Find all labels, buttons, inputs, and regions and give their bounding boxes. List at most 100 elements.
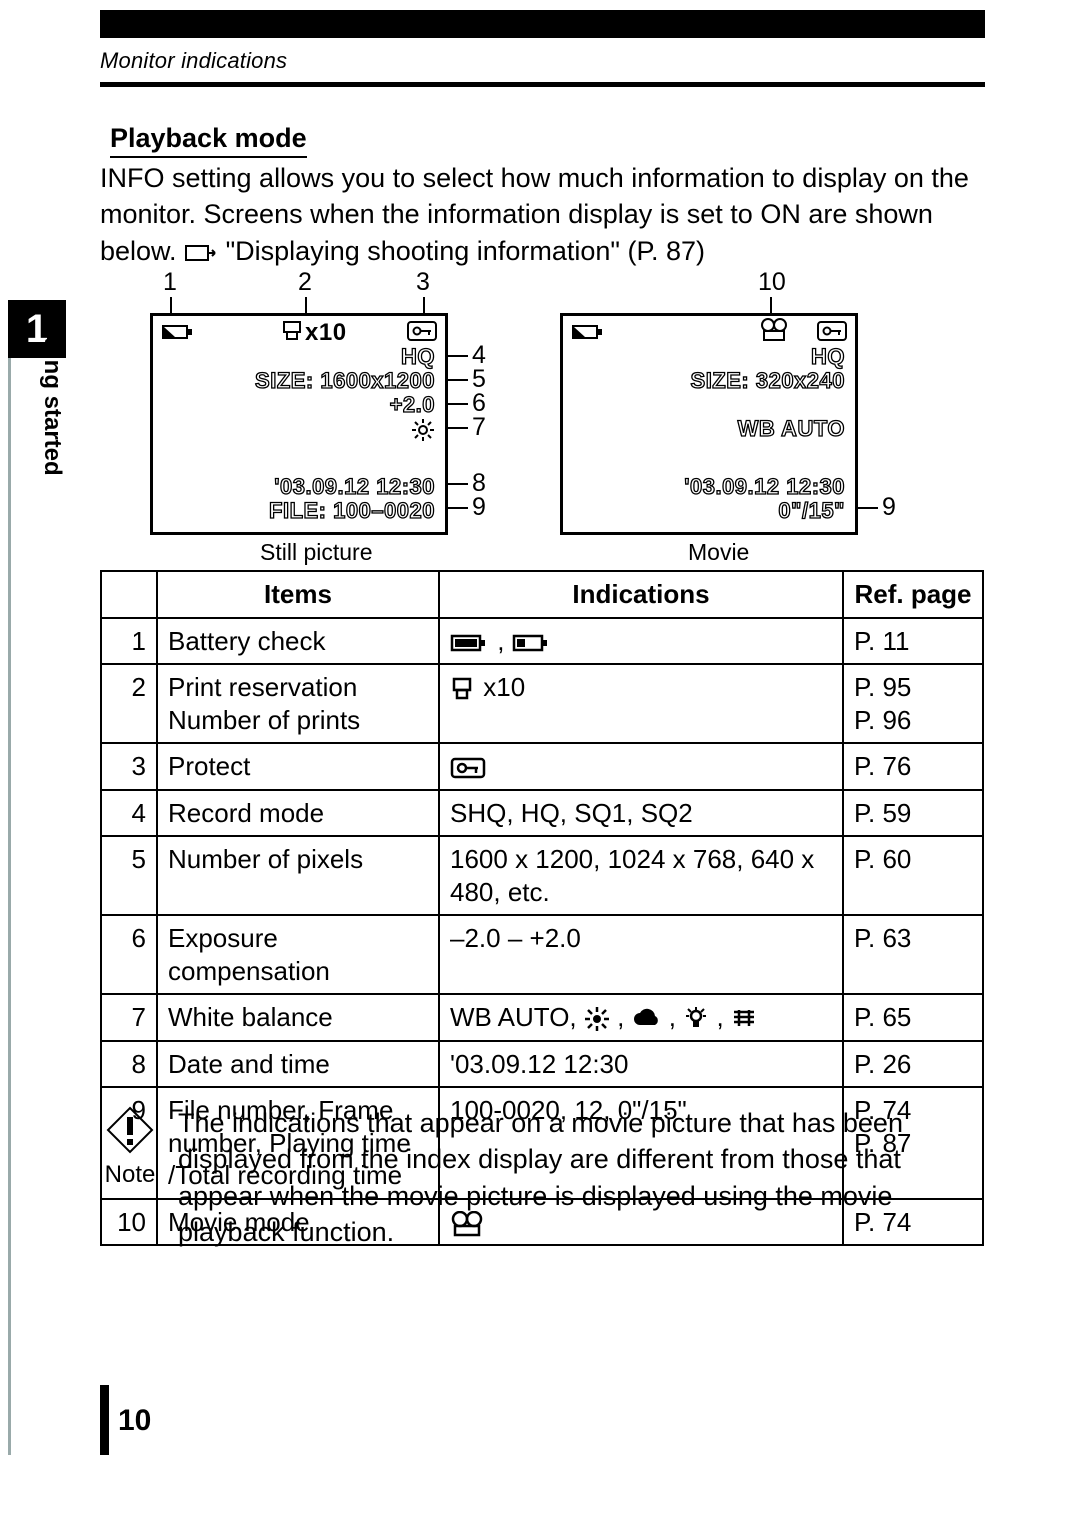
row-ref: P. 60 [843,836,983,915]
table-row: 5 Number of pixels 1600 x 1200, 1024 x 7… [101,836,983,915]
wb-cloud-icon [632,1008,662,1030]
table-row: 4 Record mode SHQ, HQ, SQ1, SQ2 P. 59 [101,790,983,837]
battery-full-icon [450,632,490,654]
still-lcd: x10 HQ SIZE: 1600x1200 +2.0 '03.09.12 12… [150,313,448,535]
row-ind: '03.09.12 12:30 [439,1041,843,1088]
movie-caption: Movie [688,539,749,566]
table-row: 3 Protect P. 76 [101,743,983,790]
th-ref: Ref. page [843,571,983,618]
row-item: Print reservation Number of prints [157,664,439,743]
warning-icon [105,1105,155,1155]
row-ref: P. 26 [843,1041,983,1088]
wb-label: WB AUTO [738,416,845,442]
callout-1: 1 [163,268,177,297]
row-ref: P. 76 [843,743,983,790]
print-count: x10 [305,319,347,347]
line-5 [448,379,468,381]
row-item: Battery check [157,618,439,665]
row-num: 3 [101,743,157,790]
note-text: The indications that appear on a movie p… [178,1105,985,1251]
callout-3: 3 [416,268,430,297]
row-num: 7 [101,994,157,1041]
wb-fluorescent-icon [731,1008,757,1030]
line-7 [448,427,468,429]
comma: , [497,626,511,656]
wb-tungsten-icon [683,1006,709,1032]
hq-label-2: HQ [811,344,845,370]
intro-paragraph: INFO setting allows you to select how mu… [100,160,985,269]
wb-sun-icon [411,418,435,442]
page: Monitor indications Playback mode INFO s… [0,0,1080,1523]
intro-ref: "Displaying shooting information" (P. 87… [226,236,705,266]
hq-label: HQ [401,344,435,370]
movie-mode-icon [759,318,789,342]
print-icon [281,320,305,342]
callout-10: 10 [758,268,786,297]
protect-key-icon [450,757,486,779]
exp-label: +2.0 [390,392,435,418]
row-item: Record mode [157,790,439,837]
note-icon-wrap: Note [100,1105,160,1191]
size-label: SIZE: 1600x1200 [255,368,435,394]
table-row: 7 White balance WB AUTO, , , , P. 65 [101,994,983,1041]
print-icon [450,677,476,701]
datetime-label-2: '03.09.12 12:30 [684,474,845,500]
page-number: 10 [118,1404,151,1438]
table-row: 2 Print reservation Number of prints x10… [101,664,983,743]
note-block: Note The indications that appear on a mo… [100,1105,985,1251]
page-ref-icon [184,242,218,264]
row-item: Number of pixels [157,836,439,915]
row-ref: P. 65 [843,994,983,1041]
battery-icon-2 [571,322,605,342]
row-num: 4 [101,790,157,837]
row-num: 5 [101,836,157,915]
row-ind: WB AUTO, , , , [439,994,843,1041]
size-label-2: SIZE: 320x240 [691,368,845,394]
callout-7: 7 [472,413,486,442]
diagram-region: 1 2 3 x10 HQ SIZE: 1600x1200 +2.0 ' [130,275,985,560]
row-num: 1 [101,618,157,665]
row-ind: SHQ, HQ, SQ1, SQ2 [439,790,843,837]
line-8 [448,483,468,485]
header-section-label: Monitor indications [100,48,287,74]
row-ref: P. 11 [843,618,983,665]
row-item: Date and time [157,1041,439,1088]
row-ind: 1600 x 1200, 1024 x 768, 640 x 480, etc. [439,836,843,915]
protect-icon [407,321,437,341]
line-9 [448,507,468,509]
header-top-bar [100,10,985,38]
battery-low-icon [512,632,552,654]
table-row: 6 Exposure compensation –2.0 – +2.0 P. 6… [101,915,983,994]
th-items: Items [157,571,439,618]
line-6 [448,403,468,405]
line-4 [448,355,468,357]
row-ind: , [439,618,843,665]
callout-9r: 9 [882,493,896,522]
row-num: 2 [101,664,157,743]
time-label: 0"/15" [778,498,845,524]
battery-icon [161,322,195,342]
row-ref: P. 63 [843,915,983,994]
th-indications: Indications [439,571,843,618]
table-row: 1 Battery check , P. 11 [101,618,983,665]
line-9r [858,507,878,509]
row-ref: P. 59 [843,790,983,837]
protect-icon-2 [817,321,847,341]
row-ind: x10 [439,664,843,743]
wb-sun-icon [584,1006,610,1032]
file-label: FILE: 100–0020 [269,498,435,524]
row-item: White balance [157,994,439,1041]
row-ind: –2.0 – +2.0 [439,915,843,994]
chapter-title: Getting started [38,305,66,476]
callout-9l: 9 [472,493,486,522]
row-ind [439,743,843,790]
playback-heading: Playback mode [110,123,307,158]
print-count-text: x10 [483,672,525,702]
row-item: Protect [157,743,439,790]
comma: , [669,1002,683,1032]
datetime-label: '03.09.12 12:30 [274,474,435,500]
comma: , [716,1002,730,1032]
callout-2: 2 [298,268,312,297]
row-num: 8 [101,1041,157,1088]
comma: , [617,1002,631,1032]
